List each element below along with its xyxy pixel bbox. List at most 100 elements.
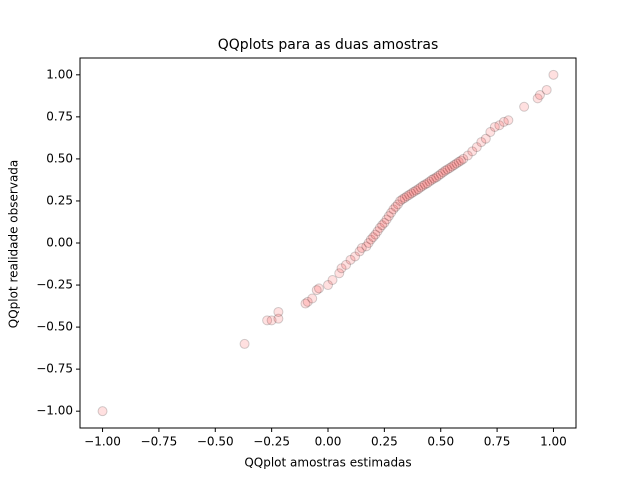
scatter-point xyxy=(350,251,361,262)
scatter-point xyxy=(426,174,437,185)
scatter-point xyxy=(410,185,421,196)
scatter-point xyxy=(356,243,367,254)
x-tick-label: −0.75 xyxy=(141,435,178,449)
scatter-point xyxy=(302,296,313,307)
scatter-point xyxy=(428,173,439,184)
scatter-point xyxy=(273,313,284,324)
scatter-point xyxy=(262,315,273,326)
scatter-point xyxy=(273,306,284,317)
scatter-point xyxy=(489,121,500,132)
scatter-point xyxy=(390,201,401,212)
y-tick-label: 0.25 xyxy=(46,193,73,207)
scatter-point xyxy=(440,165,451,176)
chart-title: QQplots para as duas amostras xyxy=(218,37,438,53)
scatter-point xyxy=(453,156,464,167)
scatter-point xyxy=(374,222,385,233)
scatter-point xyxy=(408,186,419,197)
y-tick-label: −0.50 xyxy=(36,320,73,334)
scatter-point xyxy=(368,232,379,243)
scatter-point xyxy=(370,229,381,240)
x-tick-label: 0.75 xyxy=(484,435,511,449)
scatter-point xyxy=(406,188,417,199)
scatter-point xyxy=(336,263,347,274)
scatter-point xyxy=(433,170,444,181)
scatter-point xyxy=(388,204,399,215)
scatter-point xyxy=(467,146,478,157)
y-tick-label: −0.75 xyxy=(36,362,73,376)
scatter-point xyxy=(266,315,277,326)
x-tick-label: 0.50 xyxy=(427,435,454,449)
y-tick-label: −1.00 xyxy=(36,404,73,418)
scatter-point xyxy=(372,226,383,237)
x-tick-label: 0.00 xyxy=(315,435,342,449)
x-tick-label: −0.50 xyxy=(197,435,234,449)
scatter-point xyxy=(377,220,388,231)
scatter-point xyxy=(447,161,457,172)
scatter-point xyxy=(548,69,559,80)
scatter-point xyxy=(334,268,345,279)
scatter-point xyxy=(541,84,552,95)
x-axis-label: QQplot amostras estimadas xyxy=(244,456,411,470)
axes-frame xyxy=(79,57,577,429)
scatter-point xyxy=(399,192,410,203)
scatter-point xyxy=(449,159,460,170)
scatter-point xyxy=(415,182,426,193)
scatter-point xyxy=(361,241,372,252)
y-tick-label: 0.00 xyxy=(46,236,73,250)
scatter-point xyxy=(397,194,408,205)
scatter-point xyxy=(379,217,390,228)
scatter-point xyxy=(437,167,448,178)
scatter-point xyxy=(422,178,433,189)
scatter-point xyxy=(442,164,453,175)
scatter-point xyxy=(413,184,424,195)
y-tick-label: 0.50 xyxy=(46,151,73,165)
scatter-point xyxy=(392,199,403,210)
scatter-point xyxy=(534,90,545,100)
scatter-point xyxy=(532,93,543,104)
scatter-point xyxy=(458,153,469,164)
scatter-point xyxy=(345,254,356,265)
scatter-point xyxy=(456,155,467,166)
scatter-point xyxy=(311,285,322,296)
y-tick-label: −0.25 xyxy=(36,278,73,292)
scatter-point xyxy=(417,180,428,191)
scatter-point xyxy=(381,214,392,225)
scatter-point xyxy=(431,172,442,183)
scatter-point xyxy=(503,115,514,126)
scatter-point xyxy=(363,238,374,248)
scatter-point xyxy=(307,293,318,304)
scatter-point xyxy=(401,191,412,202)
scatter-point xyxy=(424,176,435,187)
scatter-point xyxy=(494,120,505,131)
scatter-point xyxy=(435,169,446,180)
scatter-point xyxy=(480,133,491,144)
scatter-point xyxy=(97,406,108,417)
scatter-point xyxy=(444,162,455,173)
scatter-point xyxy=(300,298,311,309)
plot-area xyxy=(97,69,559,417)
scatter-point xyxy=(419,179,430,190)
x-tick-label: −0.25 xyxy=(253,435,290,449)
y-tick-label: 1.00 xyxy=(46,67,73,81)
scatter-point xyxy=(451,158,462,169)
x-tick-label: 0.25 xyxy=(371,435,398,449)
scatter-point xyxy=(519,101,530,112)
scatter-point xyxy=(323,280,333,291)
scatter-point xyxy=(327,275,338,285)
y-tick-label: 0.75 xyxy=(46,109,73,123)
scatter-point xyxy=(354,246,365,257)
scatter-point xyxy=(498,116,509,127)
scatter-point xyxy=(365,234,376,245)
scatter-point xyxy=(471,142,482,153)
scatter-point xyxy=(485,127,496,137)
scatter-point xyxy=(476,137,487,148)
scatter-point xyxy=(341,259,352,270)
scatter-point xyxy=(313,283,324,294)
y-axis-label: QQplot realidade observada xyxy=(7,160,21,329)
x-tick-label: 1.00 xyxy=(540,435,567,449)
scatter-point xyxy=(404,189,415,200)
scatter-point xyxy=(386,207,397,218)
scatter-point xyxy=(462,150,473,161)
x-tick-label: −1.00 xyxy=(84,435,121,449)
